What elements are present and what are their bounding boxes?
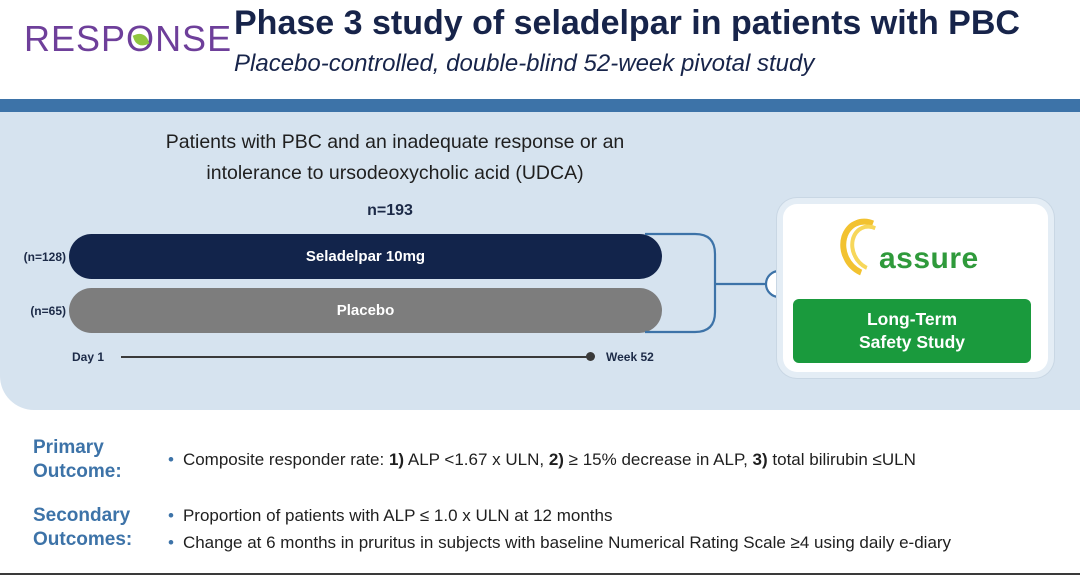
secondary-outcome-item-2: • Change at 6 months in pruritus in subje… — [168, 529, 951, 556]
primary-num-1: 1) — [388, 450, 405, 469]
primary-text-2: ALP <1.67 x ULN, — [404, 450, 549, 469]
assure-logo-text: assure — [879, 242, 979, 275]
arm-placebo-bar: Placebo — [69, 288, 662, 333]
timeline-end-label: Week 52 — [606, 350, 654, 364]
badge-line-1: Long-Term — [866, 309, 958, 329]
slide-subtitle: Placebo-controlled, double-blind 52-week… — [234, 50, 815, 77]
arm-2-count: (n=65) — [30, 304, 66, 318]
timeline-end-dot — [586, 352, 595, 361]
secondary-text-1: Proportion of patients with ALP ≤ 1.0 x … — [182, 506, 613, 525]
slide-title: Phase 3 study of seladelpar in patients … — [234, 4, 1020, 42]
secondary-heading-line-1: Secondary — [33, 505, 131, 526]
response-logo: RESPONSE — [24, 18, 232, 60]
secondary-heading-line-2: Outcomes: — [33, 529, 133, 550]
long-term-safety-study-badge: Long-Term Safety Study — [793, 299, 1031, 363]
bullet-icon: • — [168, 533, 174, 552]
timeline-line — [121, 356, 590, 358]
bullet-icon: • — [168, 450, 174, 469]
primary-outcome-heading: Primary Outcome: — [33, 436, 122, 484]
secondary-text-2: Change at 6 months in pruritus in subjec… — [182, 533, 952, 552]
secondary-outcome-item-1: • Proportion of patients with ALP ≤ 1.0 x… — [168, 502, 951, 529]
footer-divider — [0, 573, 1080, 575]
badge-line-2: Safety Study — [859, 332, 965, 352]
secondary-outcomes-heading: Secondary Outcomes: — [33, 504, 132, 552]
arm-1-count: (n=128) — [23, 250, 66, 264]
primary-text-3: ≥ 15% decrease in ALP, — [563, 450, 753, 469]
bracket-line — [645, 232, 717, 334]
primary-text-4: total bilirubin ≤ULN — [767, 450, 916, 469]
arm-1-label: Seladelpar 10mg — [305, 248, 426, 265]
response-logo-part-2: NSE — [155, 18, 233, 59]
arm-seladelpar-bar: Seladelpar 10mg — [69, 234, 662, 279]
total-enrollment: n=193 — [367, 202, 413, 219]
secondary-outcomes-list: • Proportion of patients with ALP ≤ 1.0 x… — [168, 502, 951, 556]
arm-2-label: Placebo — [336, 302, 395, 319]
primary-outcome-list: • Composite responder rate: 1) ALP <1.67 … — [168, 446, 916, 473]
bullet-icon: • — [168, 506, 174, 525]
population-description: Patients with PBC and an inadequate resp… — [165, 131, 625, 184]
timeline-start-label: Day 1 — [72, 350, 105, 364]
primary-heading-line-2: Outcome: — [33, 461, 122, 482]
response-logo-part-1: RESP — [24, 18, 127, 59]
response-logo-o: O — [126, 18, 155, 60]
primary-outcome-item: • Composite responder rate: 1) ALP <1.67 … — [168, 446, 916, 473]
primary-num-3: 3) — [752, 450, 768, 469]
header-divider — [0, 99, 1080, 112]
primary-num-2: 2) — [548, 450, 564, 469]
primary-text-1: Composite responder rate: — [182, 450, 389, 469]
primary-heading-line-1: Primary — [33, 437, 104, 458]
assure-extension-card: assure Long-Term Safety Study — [783, 204, 1048, 372]
